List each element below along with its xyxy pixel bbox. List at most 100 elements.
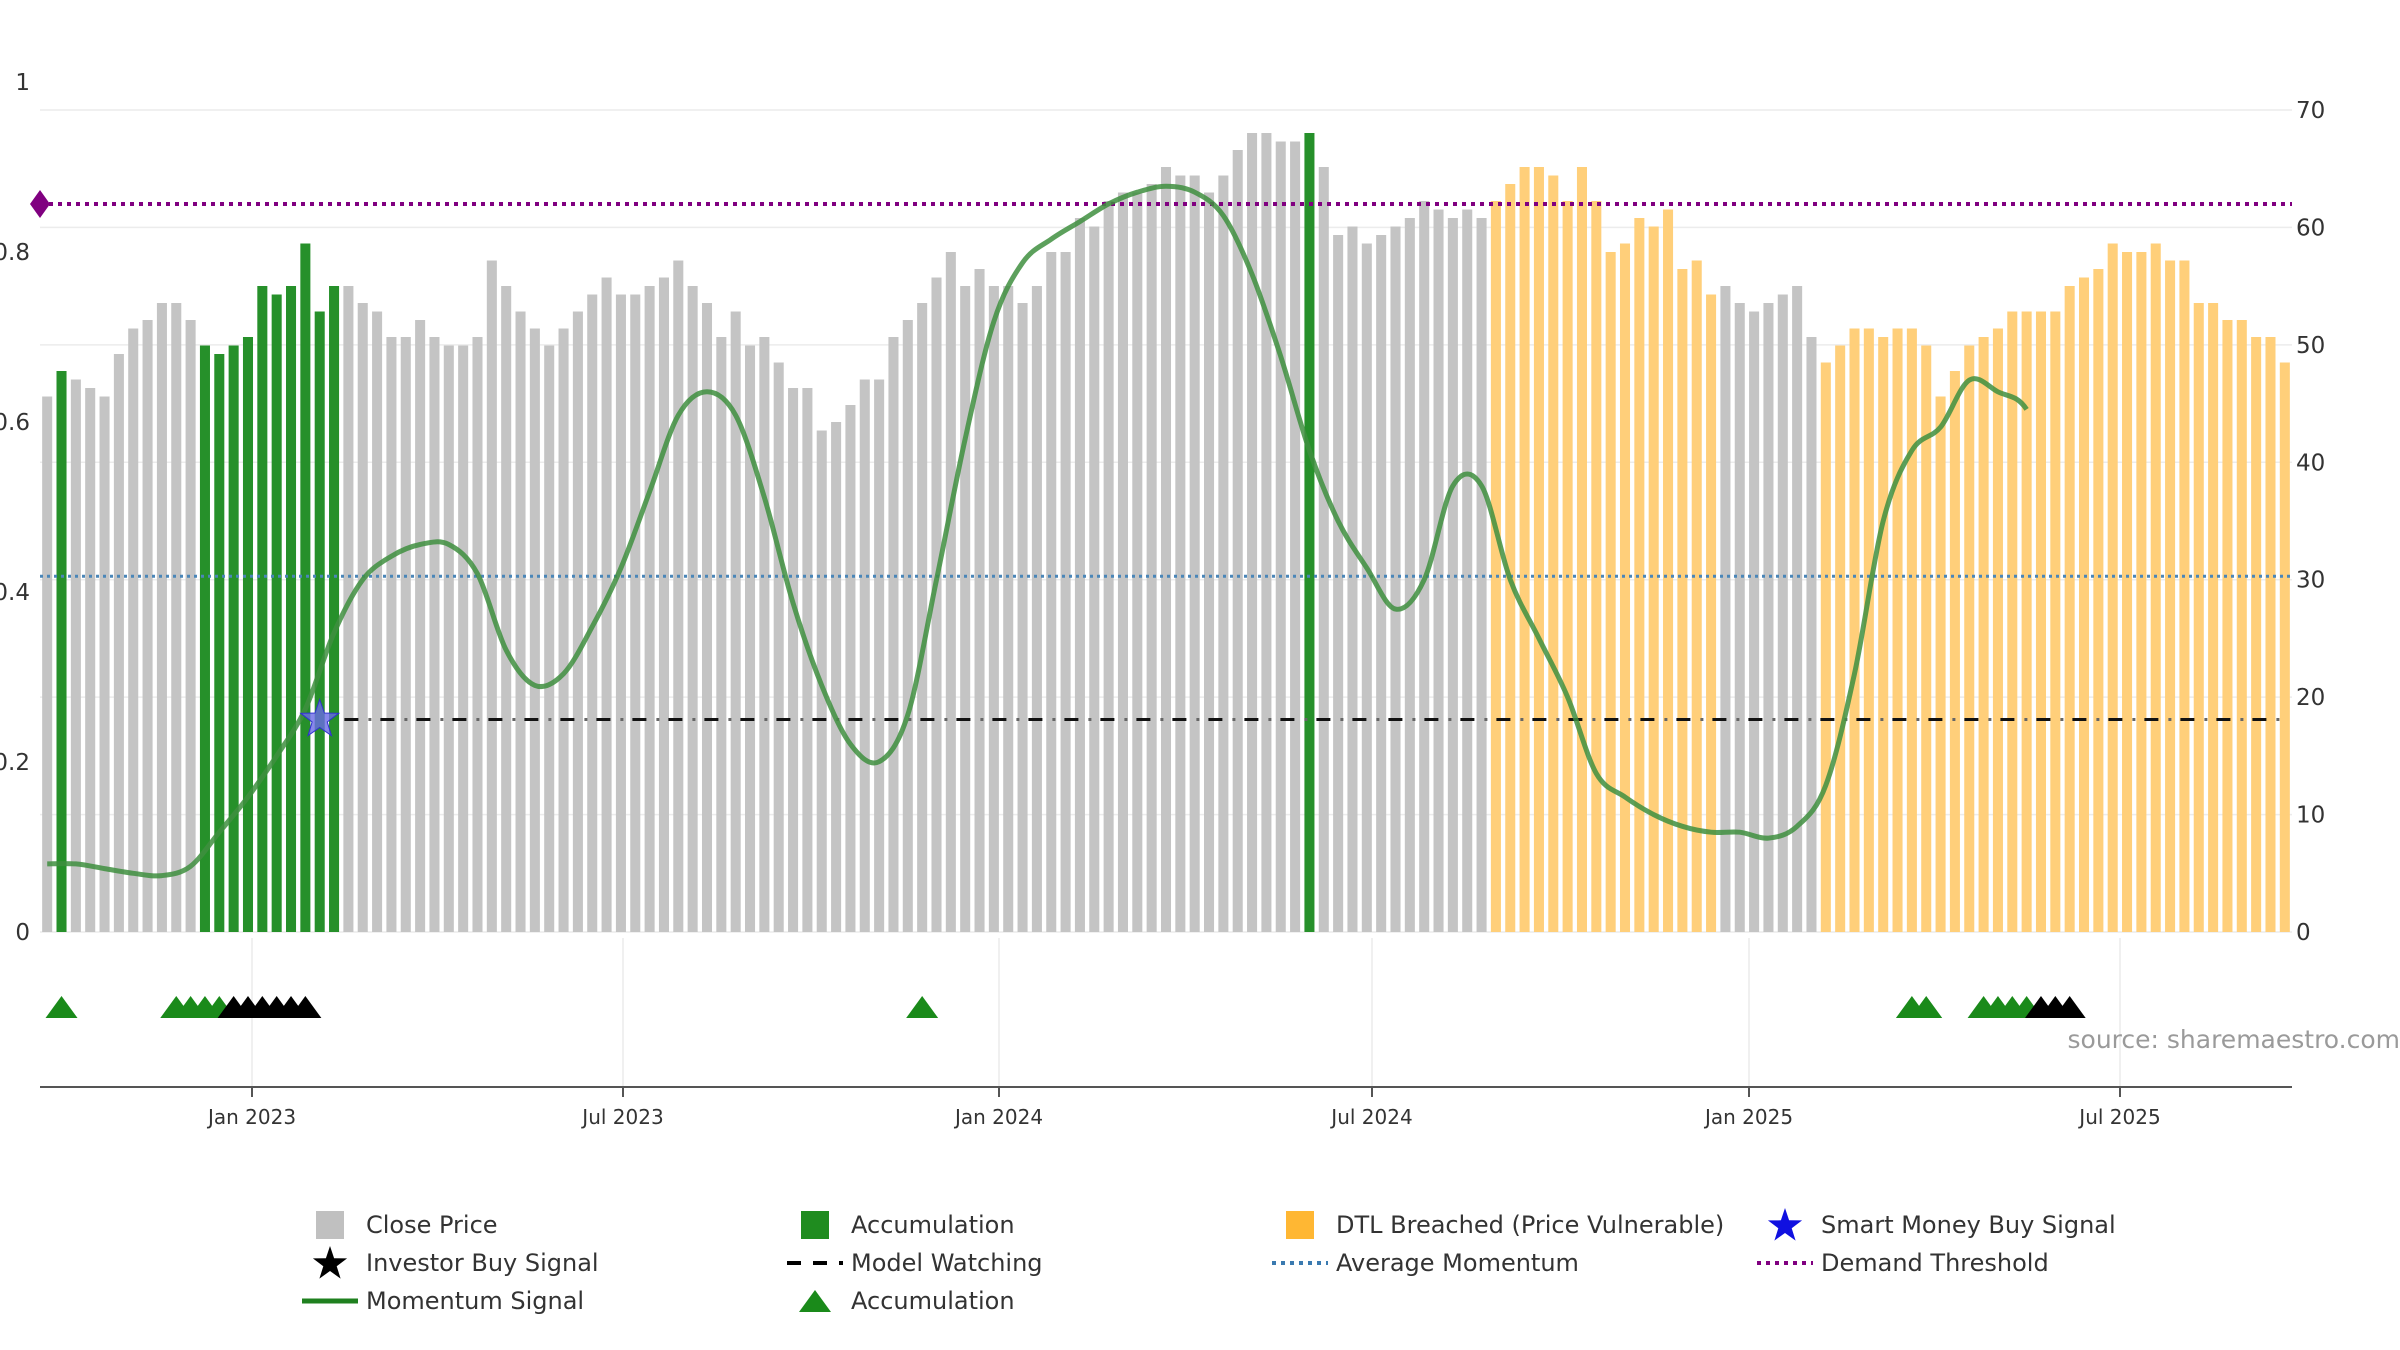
axes: Jan 2023 Jul 2023 Jan 2024 Jul 2024 Jan 2025…	[0, 70, 2325, 1129]
close-price-bar	[1117, 192, 1128, 932]
legend-label: DTL Breached (Price Vulnerable)	[1336, 1211, 1725, 1239]
dtl-breached-bar	[1677, 269, 1688, 932]
dtl-breached-bar	[2107, 243, 2118, 932]
y-right-tick-label: 10	[2296, 803, 2325, 829]
accumulation-bar	[228, 345, 239, 932]
close-price-bar	[458, 345, 469, 932]
close-price-bar	[1132, 192, 1143, 932]
dtl-breached-bar	[2050, 311, 2061, 932]
accumulation-bar	[314, 311, 325, 932]
y-right-tick-label: 70	[2296, 98, 2325, 124]
close-price-bar	[415, 320, 426, 932]
dtl-breached-bar	[1863, 328, 1874, 932]
close-price-bar	[1232, 150, 1243, 932]
dtl-breached-bar	[2179, 260, 2190, 932]
close-price-bar	[1792, 286, 1803, 932]
legend-dash-icon	[785, 1246, 845, 1280]
x-axis-tick-label: Jan 2025	[1703, 1105, 1793, 1129]
signal-markers	[45, 697, 2086, 1018]
legend-item: Momentum Signal	[300, 1284, 584, 1318]
close-price-bar	[845, 405, 856, 932]
close-price-bar	[544, 345, 555, 932]
close-price-bar	[1720, 286, 1731, 932]
close-price-bar	[888, 337, 899, 932]
close-price-bar	[1404, 218, 1415, 932]
legend-dotted-line-icon	[1270, 1246, 1330, 1280]
legend-label: Model Watching	[851, 1249, 1043, 1277]
legend-label: Smart Money Buy Signal	[1821, 1211, 2116, 1239]
close-price-bar	[1361, 243, 1372, 932]
legend-item: DTL Breached (Price Vulnerable)	[1270, 1208, 1724, 1242]
close-price-bar	[687, 286, 698, 932]
y-left-tick-label: 0.2	[0, 750, 30, 776]
demand-threshold-marker	[30, 189, 50, 218]
legend-item: Smart Money Buy Signal	[1755, 1208, 2116, 1242]
legend-item: Accumulation	[785, 1284, 1015, 1318]
close-price-bar	[673, 260, 684, 932]
accumulation-bar	[56, 371, 67, 932]
close-price-bar	[99, 396, 110, 932]
dtl-breached-bar	[2222, 320, 2233, 932]
dtl-breached-bar	[1576, 167, 1587, 932]
x-axis-tick-label: Jul 2023	[580, 1105, 663, 1129]
dtl-breached-bar	[2150, 243, 2161, 932]
y-right-tick-label: 60	[2296, 215, 2325, 241]
close-price-bar	[1749, 311, 1760, 932]
dtl-breached-bar	[2265, 337, 2276, 932]
close-price-bar	[1275, 141, 1286, 932]
close-price-bar	[156, 303, 167, 932]
dtl-breached-bar	[1533, 167, 1544, 932]
close-price-bar	[1017, 303, 1028, 932]
dtl-breached-bar	[1835, 345, 1846, 932]
investor-buy-triangle	[2053, 996, 2086, 1018]
dtl-breached-bar	[1978, 337, 1989, 932]
close-price-bar	[974, 269, 985, 932]
close-price-bar	[945, 252, 956, 932]
dtl-breached-bar	[1648, 226, 1659, 932]
legend-line-icon	[300, 1284, 360, 1318]
close-price-bar	[1763, 303, 1774, 932]
y-right-tick-label: 50	[2296, 333, 2325, 359]
close-price-bar	[759, 337, 770, 932]
accumulation-bar	[300, 243, 311, 932]
close-price-bar	[931, 277, 942, 932]
close-price-bar	[185, 320, 196, 932]
legend: Close Price Accumulation DTL Breached (Pri…	[300, 1208, 2200, 1338]
close-price-bar	[988, 286, 999, 932]
dtl-breached-bar	[1490, 201, 1501, 932]
y-left-tick-label: 0.6	[0, 410, 30, 436]
legend-dotted-line-icon	[1755, 1246, 1815, 1280]
accumulation-bar	[257, 286, 268, 932]
close-price-bar	[788, 388, 799, 932]
close-price-bar	[1189, 175, 1200, 932]
legend-item: Average Momentum	[1270, 1246, 1579, 1280]
close-price-bar	[1003, 286, 1014, 932]
close-price-bar	[730, 311, 741, 932]
close-price-bar	[1347, 226, 1358, 932]
x-axis-tick-label: Jan 2023	[206, 1105, 296, 1129]
accumulation-bar	[214, 354, 225, 932]
legend-item: Investor Buy Signal	[300, 1246, 599, 1280]
legend-item: Accumulation	[785, 1208, 1015, 1242]
accumulation-bar	[285, 286, 297, 932]
x-axis-tick-label: Jan 2024	[953, 1105, 1043, 1129]
legend-label: Investor Buy Signal	[366, 1249, 599, 1277]
legend-item: Model Watching	[785, 1246, 1043, 1280]
close-price-bar	[1806, 337, 1817, 932]
bar-series	[42, 133, 2290, 932]
legend-square-icon	[1270, 1208, 1330, 1242]
close-price-bar	[701, 303, 713, 932]
smart-money-buy-star	[299, 697, 341, 737]
legend-label: Momentum Signal	[366, 1287, 585, 1315]
dtl-breached-bar	[1921, 345, 1932, 932]
close-price-bar	[529, 328, 540, 932]
close-price-bar	[1218, 175, 1229, 932]
close-price-bar	[1447, 218, 1458, 932]
accumulation-triangle	[45, 996, 78, 1018]
dtl-breached-bar	[1591, 201, 1602, 932]
close-price-bar	[1376, 235, 1387, 932]
close-price-bar	[1146, 184, 1157, 932]
legend-star-icon	[1755, 1208, 1815, 1242]
dtl-breached-bar	[2193, 303, 2204, 932]
legend-star-icon	[300, 1246, 360, 1280]
